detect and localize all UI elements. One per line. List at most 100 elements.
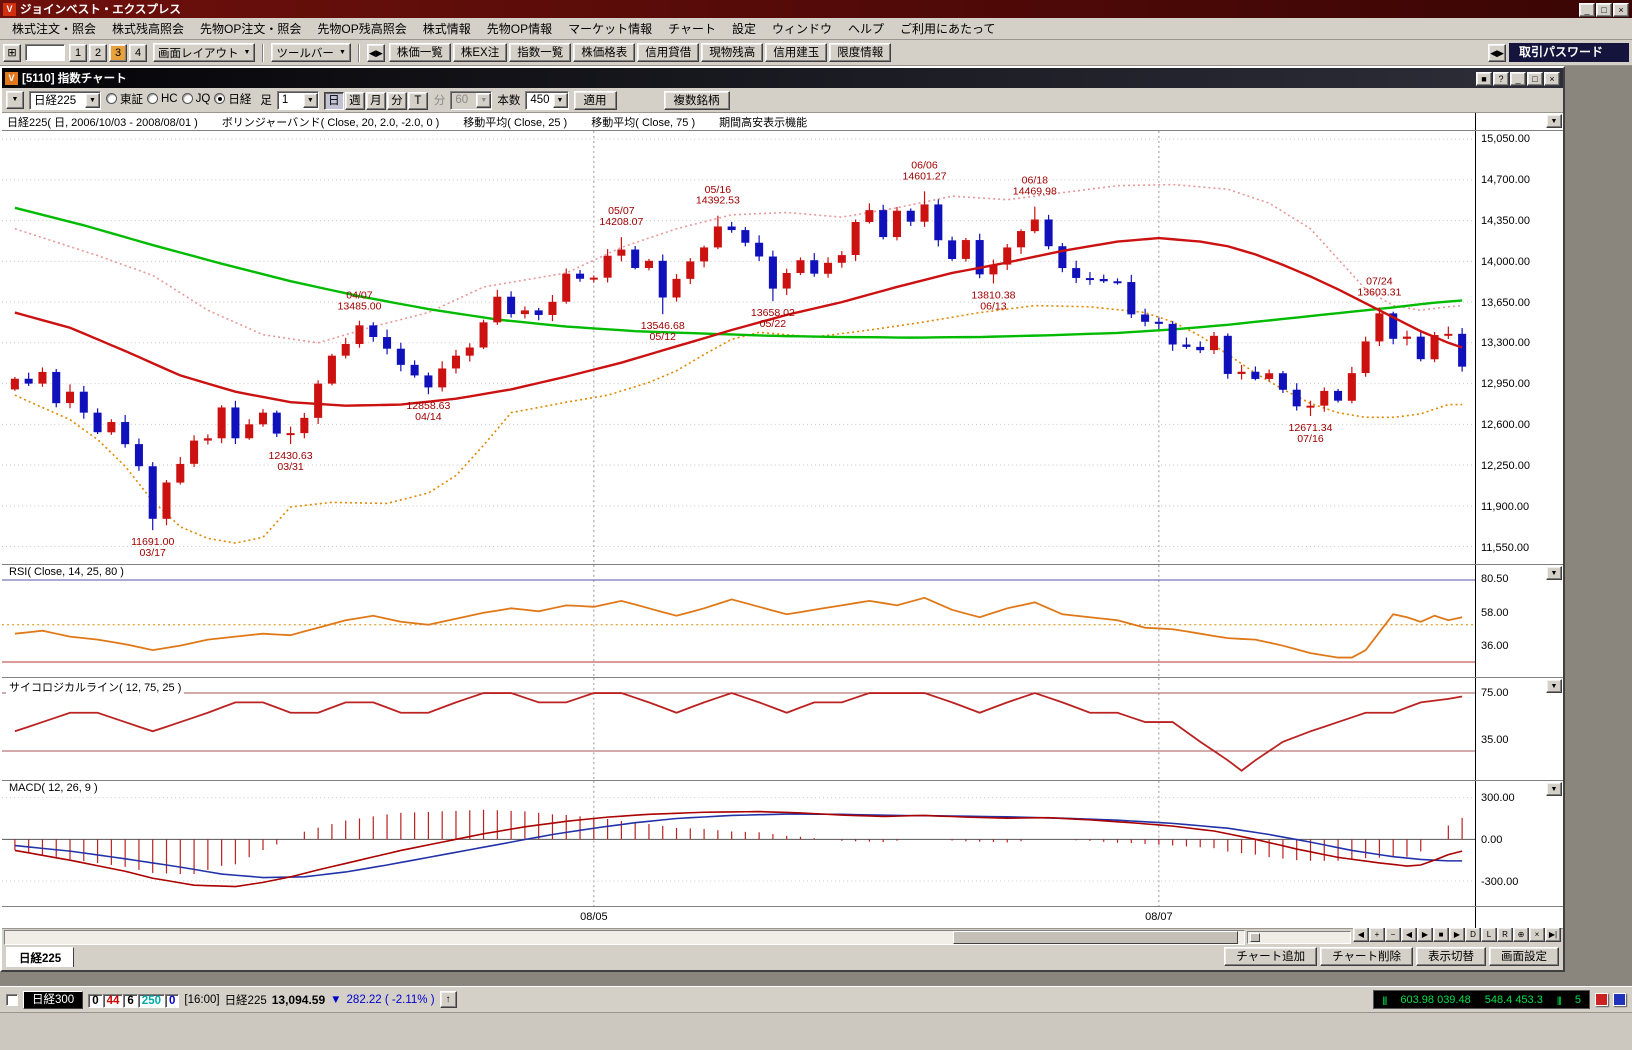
panel-menu-button[interactable]: ▼ xyxy=(1546,679,1562,693)
multi-symbol-button[interactable]: 複数銘柄 xyxy=(663,90,730,110)
layout-preset-button[interactable]: 1 xyxy=(69,44,87,62)
menu-item[interactable]: 先物OP残高照会 xyxy=(317,22,407,36)
scroll-button[interactable]: ◀ xyxy=(1401,927,1417,942)
bar-count-input[interactable]: 450 ▼ xyxy=(525,90,569,110)
scroll-button[interactable]: ■ xyxy=(1433,927,1449,942)
minimize-button[interactable]: _ xyxy=(1579,3,1595,17)
menu-item[interactable]: チャート xyxy=(668,22,716,36)
market-radio-JQ[interactable]: JQ xyxy=(181,93,210,105)
toolbar-button[interactable]: 株価格表 xyxy=(573,43,636,62)
chart-window-button[interactable]: ■ xyxy=(1476,72,1492,86)
maximize-button[interactable]: □ xyxy=(1596,3,1612,17)
menu-item[interactable]: 株式情報 xyxy=(422,22,471,36)
scrollbar-track[interactable] xyxy=(4,929,1245,945)
toolbar-dropdown[interactable]: ツールバー ▼ xyxy=(271,43,351,62)
market-radio-group: 東証 HC JQ 日経 xyxy=(106,91,255,110)
trade-password-label[interactable]: 取引パスワード xyxy=(1508,43,1629,62)
toolbar-button[interactable]: 指数一覧 xyxy=(509,43,572,62)
market-radio-HC[interactable]: HC xyxy=(147,93,178,105)
menu-item[interactable]: 先物OP注文・照会 xyxy=(200,22,302,36)
macd-chart[interactable] xyxy=(2,781,1475,906)
scroll-button[interactable]: L xyxy=(1481,927,1497,942)
menu-item[interactable]: 設定 xyxy=(731,22,756,36)
layout-preset-button[interactable]: 3 xyxy=(109,44,127,62)
left-right-arrows-icon[interactable]: ◀▶ xyxy=(1487,43,1506,62)
apply-button[interactable]: 適用 xyxy=(573,90,617,110)
scroll-button[interactable]: − xyxy=(1385,927,1401,942)
legend-plot: 日経225( 日, 2006/10/03 - 2008/08/01 ) ボリンジ… xyxy=(2,113,1475,130)
menu-item[interactable]: 株式残高照会 xyxy=(112,22,185,36)
period-button-週[interactable]: 週 xyxy=(344,91,365,110)
period-button-T[interactable]: T xyxy=(407,91,428,110)
panel-menu-button[interactable]: ▼ xyxy=(1546,114,1562,128)
chart-window-button[interactable]: _ xyxy=(1510,72,1526,86)
layout-preset-button[interactable]: 4 xyxy=(129,44,147,62)
market-link-icon[interactable] xyxy=(1613,993,1626,1006)
panel-menu-button[interactable]: ▼ xyxy=(1546,782,1562,796)
chart-window-button[interactable]: × xyxy=(1544,72,1560,86)
chart-action-button[interactable]: チャート追加 xyxy=(1224,947,1318,966)
zoom-slider[interactable] xyxy=(1247,930,1351,944)
chart-window-button[interactable]: ? xyxy=(1493,72,1509,86)
screen-layout-dropdown[interactable]: 画面レイアウト ▼ xyxy=(153,43,256,62)
toolbar-button[interactable]: 信用建玉 xyxy=(765,43,828,62)
market-radio-日経[interactable]: 日経 xyxy=(214,91,251,107)
menu-item[interactable]: 株式注文・照会 xyxy=(12,22,97,36)
toolbar-button[interactable]: 限度情報 xyxy=(829,43,892,62)
minute-input[interactable]: 60 ▼ xyxy=(450,90,493,110)
chart-action-button[interactable]: 表示切替 xyxy=(1416,947,1486,966)
period-button-月[interactable]: 月 xyxy=(365,91,386,110)
chart-action-button[interactable]: チャート削除 xyxy=(1320,947,1413,966)
market-radio-東証[interactable]: 東証 xyxy=(106,91,143,107)
status-checkbox[interactable] xyxy=(6,993,18,1006)
scroll-button[interactable]: ▶| xyxy=(1545,927,1561,942)
toolbar-button[interactable]: 株EX注 xyxy=(452,43,508,62)
mdi-workspace: V [5110] 指数チャート ■? _ □ × ▼ 日経225 ▼ 東証 HC JQ 日経… xyxy=(0,66,1632,986)
close-button[interactable]: × xyxy=(1613,3,1629,17)
chart-list-dropdown[interactable]: ▼ xyxy=(6,91,24,109)
psychological-chart[interactable] xyxy=(2,678,1475,780)
index-select-button[interactable]: 日経300 xyxy=(23,990,84,1009)
panel-menu-button[interactable]: ▼ xyxy=(1546,566,1562,580)
toolbar-button[interactable]: 現物残高 xyxy=(701,43,764,62)
window-grid-icon[interactable]: ⊞ xyxy=(3,43,21,62)
scroll-button[interactable]: × xyxy=(1529,927,1545,942)
bar-interval-input[interactable]: 1 ▼ xyxy=(276,90,319,110)
scroll-button[interactable]: R xyxy=(1497,927,1513,942)
tab-nikkei225[interactable]: 日経225 xyxy=(6,947,75,967)
toolbar-button[interactable]: 信用貸借 xyxy=(637,43,700,62)
scrollbar-thumb[interactable] xyxy=(952,930,1238,944)
scroll-button[interactable]: ▶ xyxy=(1449,927,1465,942)
toolbar-blank-input[interactable] xyxy=(25,44,65,61)
chevron-down-icon: ▼ xyxy=(476,92,492,108)
scroll-button[interactable]: ⊕ xyxy=(1513,927,1529,942)
rsi-axis: ▼ 80.50 58.00 36.00 xyxy=(1475,565,1563,677)
symbol-select[interactable]: 日経225 ▼ xyxy=(29,90,101,110)
menu-item[interactable]: ヘルプ xyxy=(848,22,885,36)
rsi-chart[interactable] xyxy=(2,565,1475,677)
connection-status-icon[interactable] xyxy=(1595,993,1608,1006)
chart-window-button[interactable]: □ xyxy=(1527,72,1543,86)
scroll-button[interactable]: ▶ xyxy=(1417,927,1433,942)
scroll-button[interactable]: + xyxy=(1369,927,1385,942)
toolbar-button[interactable]: 株価一覧 xyxy=(388,43,451,62)
menu-item[interactable]: 先物OP情報 xyxy=(486,22,553,36)
price-panel: 11691.00 03/17 12430.63 03/31 04/07 13485.00 1… xyxy=(2,130,1563,564)
layout-preset-button[interactable]: 2 xyxy=(89,44,107,62)
radio-icon xyxy=(214,93,226,105)
left-right-arrows-icon[interactable]: ◀▶ xyxy=(366,43,385,62)
chart-title: 日経225( 日, 2006/10/03 - 2008/08/01 ) xyxy=(7,116,198,129)
scroll-button[interactable]: ◀ xyxy=(1353,927,1369,942)
scroll-button[interactable]: D xyxy=(1465,927,1481,942)
period-button-分[interactable]: 分 xyxy=(386,91,407,110)
menu-item[interactable]: ご利用にあたって xyxy=(900,22,996,36)
zoom-slider-thumb[interactable] xyxy=(1250,932,1260,942)
candlestick-chart[interactable]: 11691.00 03/17 12430.63 03/31 04/07 13485.00 1… xyxy=(2,131,1475,564)
rsi-header: RSI( Close, 14, 25, 80 ) xyxy=(6,566,127,578)
period-button-日[interactable]: 日 xyxy=(323,91,344,110)
menu-item[interactable]: マーケット情報 xyxy=(568,22,653,36)
chart-action-button[interactable]: 画面設定 xyxy=(1489,947,1559,966)
up-arrow-button[interactable]: ↑ xyxy=(439,991,457,1008)
menu-item[interactable]: ウィンドウ xyxy=(772,22,833,36)
